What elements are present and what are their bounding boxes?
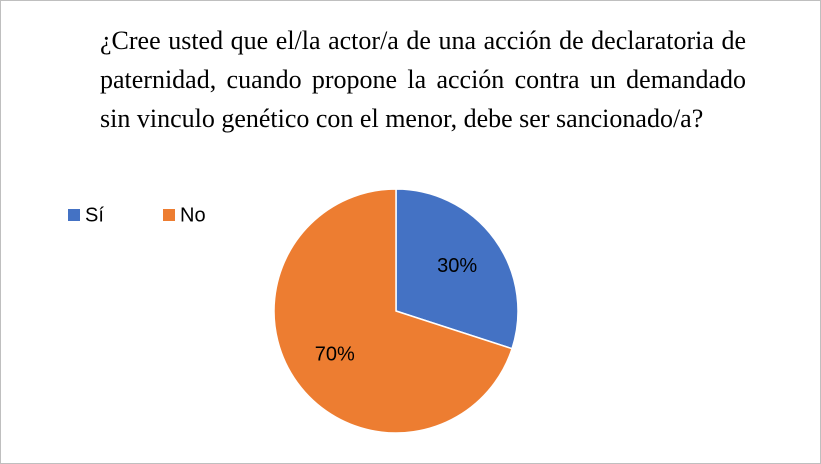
legend-label: No bbox=[180, 204, 206, 226]
pie-slice bbox=[395, 188, 519, 350]
legend-label: Sí bbox=[85, 204, 104, 226]
chart-title: ¿Cree usted que el/la actor/a de una acc… bbox=[100, 26, 746, 133]
pie-slice bbox=[273, 188, 513, 434]
data-label: 70% bbox=[315, 344, 355, 366]
data-label: 30% bbox=[437, 255, 477, 277]
legend-swatch bbox=[163, 209, 175, 221]
legend-swatch bbox=[68, 209, 80, 221]
